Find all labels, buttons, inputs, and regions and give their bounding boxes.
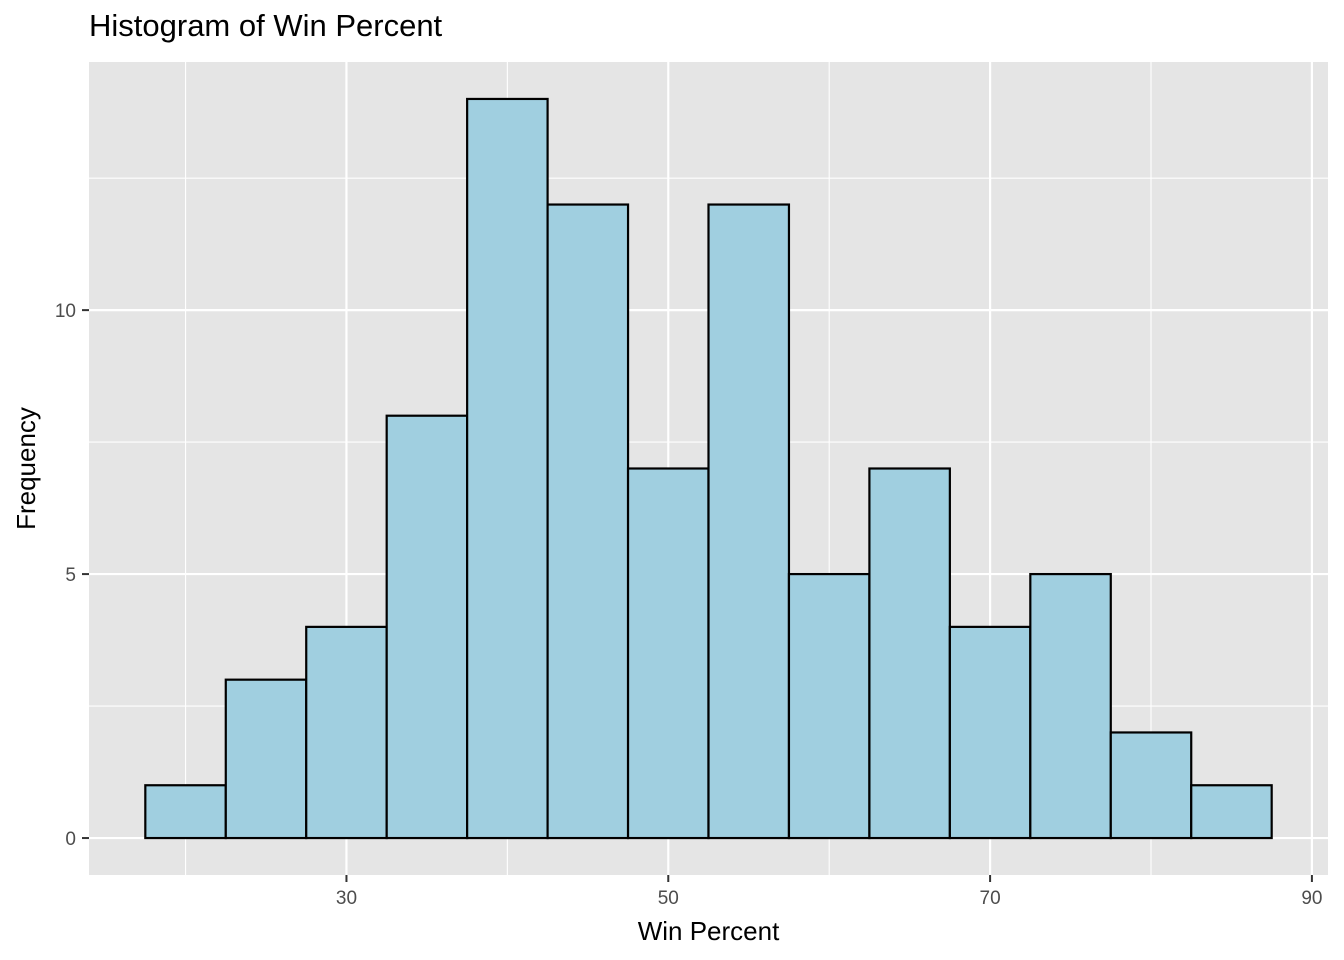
chart-title: Histogram of Win Percent <box>89 8 443 43</box>
histogram-bar <box>144 784 227 840</box>
x-tick-label: 90 <box>1301 888 1322 909</box>
x-tick-label: 70 <box>980 888 1001 909</box>
histogram-bar <box>1029 572 1112 840</box>
histogram-bar <box>1190 784 1273 840</box>
y-tick-label: 0 <box>65 829 76 850</box>
histogram-bar <box>546 203 630 840</box>
histogram-bar <box>1109 731 1193 840</box>
histogram-bar <box>466 97 549 840</box>
y-tick-label: 10 <box>55 301 76 322</box>
histogram-bars <box>144 97 1273 840</box>
histogram-bar <box>626 467 710 840</box>
x-axis: 30 50 70 90 <box>336 875 1322 909</box>
histogram-bar <box>707 203 791 840</box>
histogram-bar <box>305 625 388 840</box>
y-tick-label: 5 <box>65 565 76 586</box>
y-axis-title: Frequency <box>11 407 41 530</box>
histogram-bar <box>385 414 469 840</box>
y-axis: 0 5 10 <box>55 301 89 850</box>
histogram-bar <box>948 625 1032 840</box>
x-tick-label: 50 <box>658 888 679 909</box>
x-tick-label: 30 <box>336 888 357 909</box>
histogram-bar <box>787 572 871 840</box>
histogram-bar <box>868 467 951 840</box>
histogram-bar <box>224 678 308 840</box>
x-axis-title: Win Percent <box>638 916 780 946</box>
